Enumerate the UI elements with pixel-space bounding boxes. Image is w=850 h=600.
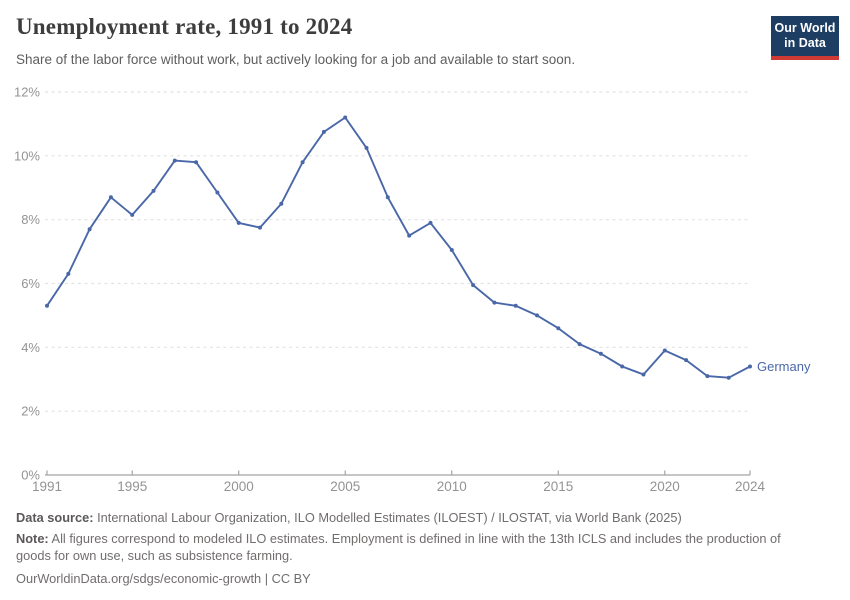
y-tick-label: 12% — [14, 85, 40, 100]
x-tick-label: 2010 — [437, 479, 467, 494]
chart-title: Unemployment rate, 1991 to 2024 — [16, 14, 353, 39]
data-point[interactable] — [151, 188, 156, 193]
chart-subtitle: Share of the labor force without work, b… — [16, 52, 576, 67]
x-tick-label: 2015 — [543, 479, 573, 494]
data-point[interactable] — [492, 300, 497, 305]
note-text: All figures correspond to modeled ILO es… — [16, 531, 781, 563]
owid-logo-line1: Our World — [774, 21, 836, 35]
data-point[interactable] — [385, 195, 390, 200]
y-tick-label: 6% — [21, 276, 40, 291]
data-point[interactable] — [535, 313, 539, 318]
line-chart-canvas: 0% 2% 4% 6% 8% 10% 12% 1991 1995 2000 2005 2010 2015… — [14, 85, 811, 495]
data-source-line: Data source: International Labour Organi… — [16, 510, 796, 527]
data-source-text: International Labour Organization, ILO M… — [93, 510, 682, 525]
x-tick-label: 2005 — [330, 479, 360, 494]
data-point[interactable] — [194, 160, 199, 165]
owid-logo[interactable]: Our World in Data — [771, 16, 839, 60]
chart-footer: Data source: International Labour Organi… — [16, 510, 796, 593]
data-point[interactable] — [556, 326, 561, 331]
y-tick-label: 10% — [14, 148, 40, 163]
data-point[interactable] — [66, 271, 71, 276]
data-point[interactable] — [684, 358, 689, 363]
data-point[interactable] — [108, 195, 113, 200]
data-point[interactable] — [705, 374, 710, 379]
data-point[interactable] — [258, 225, 262, 230]
y-tick-label: 4% — [21, 340, 40, 355]
data-point[interactable] — [748, 364, 752, 369]
data-point[interactable] — [513, 303, 518, 308]
y-tick-label: 8% — [21, 212, 40, 227]
x-tick-label: 1995 — [117, 479, 147, 494]
data-point[interactable] — [87, 227, 92, 232]
note-line: Note: All figures correspond to modeled … — [16, 531, 796, 564]
license-text: | CC BY — [261, 571, 311, 587]
data-point[interactable] — [279, 201, 284, 206]
data-point[interactable] — [620, 364, 625, 369]
data-point[interactable] — [215, 190, 220, 195]
data-point[interactable] — [641, 372, 646, 377]
owid-logo-line2: in Data — [784, 36, 826, 51]
x-tick-label: 2020 — [650, 479, 680, 494]
data-point[interactable] — [726, 375, 731, 380]
y-tick-label: 2% — [21, 404, 40, 419]
data-point[interactable] — [45, 303, 49, 308]
data-source-label: Data source: — [16, 510, 94, 525]
x-tick-label: 2000 — [224, 479, 254, 494]
data-point[interactable] — [130, 212, 135, 217]
series-line[interactable] — [46, 116, 751, 379]
y-tick-label: 0% — [21, 468, 40, 483]
data-point[interactable] — [428, 220, 433, 225]
x-tick-label: 2024 — [735, 479, 766, 494]
x-tick-label: 1991 — [32, 479, 62, 494]
data-point[interactable] — [471, 283, 476, 288]
data-point[interactable] — [407, 233, 412, 238]
data-point[interactable] — [449, 248, 454, 252]
data-point[interactable] — [321, 129, 326, 134]
citation-line: OurWorldinData.org/sdgs/economic-growth … — [16, 571, 796, 588]
data-point[interactable] — [343, 115, 348, 120]
data-point[interactable] — [236, 220, 241, 225]
series-end-label: Germany — [757, 359, 811, 374]
data-point[interactable] — [662, 348, 667, 353]
data-point[interactable] — [172, 158, 177, 163]
data-point[interactable] — [300, 160, 305, 165]
data-point[interactable] — [364, 145, 369, 150]
data-point[interactable] — [577, 342, 582, 347]
note-label: Note: — [16, 531, 49, 547]
owid-url-link[interactable]: OurWorldinData.org/sdgs/economic-growth — [16, 571, 262, 587]
data-series-germany[interactable]: Germany — [45, 115, 811, 380]
data-point[interactable] — [598, 351, 603, 356]
